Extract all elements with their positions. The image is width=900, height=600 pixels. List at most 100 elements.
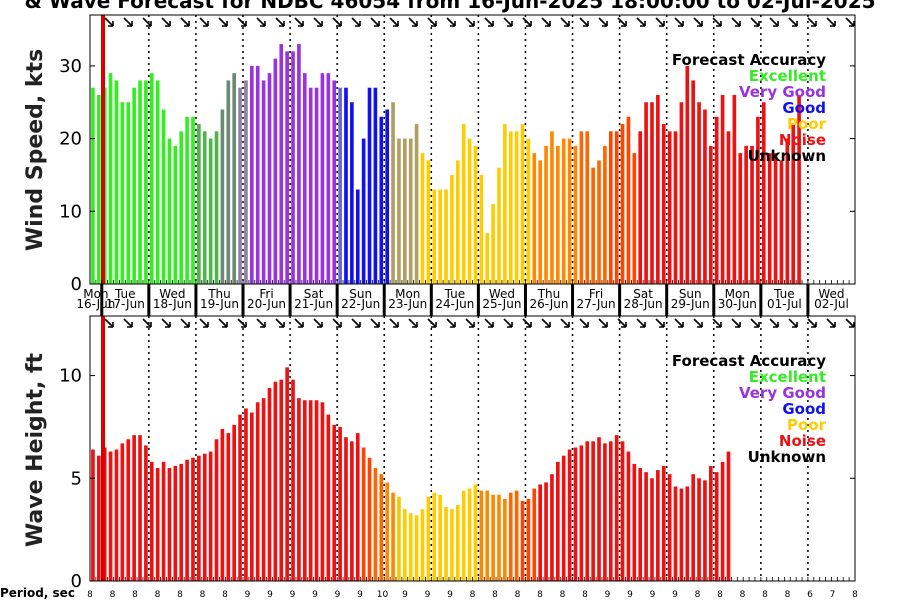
wave-direction-arrow-icon <box>522 318 532 328</box>
day-date-label: 19-Jun <box>200 297 239 311</box>
wave-bar <box>132 435 136 581</box>
wave-bar <box>585 441 590 581</box>
wind-bar <box>679 102 684 285</box>
wind-legend-item: Very Good <box>739 83 826 101</box>
day-dow-label: Mon <box>725 287 750 301</box>
period-value: 9 <box>357 590 363 600</box>
period-value: 8 <box>132 590 138 600</box>
period-value: 8 <box>560 590 566 600</box>
period-labels: 8 8 8 8 8 8 8 9 9 9 9 9 9 10 9 9 9 8 8 8 8 8 8 9 9 9 9 8 8 8 8 8 6 7 8 <box>87 590 858 600</box>
wave-legend-item: Excellent <box>749 368 826 386</box>
wind-direction-arrow-icon <box>332 17 342 27</box>
day-dow-label: Sun <box>679 287 702 301</box>
day-date-label: 21-Jun <box>294 297 333 311</box>
wind-bar <box>750 145 754 284</box>
wind-bar <box>603 145 607 284</box>
wind-bar <box>673 131 678 284</box>
wave-bar <box>591 441 595 581</box>
wind-direction-arrow-icon <box>161 17 171 27</box>
wind-direction-arrow-icon <box>617 17 627 27</box>
wind-bar <box>379 116 384 284</box>
wind-bar <box>179 131 184 284</box>
period-value: 9 <box>245 590 251 600</box>
wind-bar <box>450 174 454 284</box>
wave-bar <box>473 484 478 581</box>
wave-direction-arrow-icon <box>408 318 418 328</box>
wind-direction-arrow-icon <box>351 17 361 27</box>
period-value: 8 <box>515 590 521 600</box>
wave-bar <box>650 478 654 581</box>
wave-bar <box>438 494 442 581</box>
wave-bar <box>155 468 160 581</box>
wind-bar <box>561 138 566 284</box>
period-value: 8 <box>695 590 701 600</box>
wave-bar <box>220 428 225 581</box>
wave-bar <box>556 461 560 581</box>
wave-direction-arrow-icon <box>807 318 817 328</box>
wave-bar <box>597 437 601 581</box>
wave-legend-item: Poor <box>787 416 827 434</box>
wave-direction-arrow-icon <box>560 318 570 328</box>
wave-direction-arrow-icon <box>256 318 266 328</box>
wave-direction-arrow-icon <box>826 318 836 328</box>
day-dow-label: Wed <box>159 287 185 301</box>
wave-bar <box>455 504 460 581</box>
period-value: 8 <box>785 590 791 600</box>
wave-ytick-label: 10 <box>59 366 82 387</box>
wind-legend-item: Good <box>782 99 826 117</box>
wind-bar <box>397 138 401 284</box>
wave-bar <box>479 490 484 581</box>
wind-bar <box>761 102 766 285</box>
day-date-label: 27-Jun <box>577 297 616 311</box>
day-date-label: 18-Jun <box>153 297 192 311</box>
wind-direction-arrow-icon <box>484 17 494 27</box>
wind-bar <box>685 65 690 284</box>
period-value: 8 <box>852 590 858 600</box>
wave-bar <box>714 472 719 581</box>
wind-direction-arrow-icon <box>655 17 665 27</box>
wave-bar <box>338 426 342 581</box>
wind-bar <box>544 145 548 284</box>
wave-bar <box>414 515 419 581</box>
wind-direction-arrow-icon <box>826 17 836 27</box>
wind-direction-arrow-icon <box>294 17 304 27</box>
period-value: 9 <box>335 590 341 600</box>
wave-bar <box>603 443 607 581</box>
wind-bar <box>385 109 389 284</box>
wind-direction-arrow-icon <box>579 17 589 27</box>
day-date-label: 25-Jun <box>482 297 521 311</box>
wave-bar <box>267 387 272 581</box>
day-dow-label: Tue <box>114 287 136 301</box>
wave-direction-arrow-icon <box>294 318 304 328</box>
day-date-label: 02-Jul <box>814 297 849 311</box>
day-dow-label: Sun <box>349 287 372 301</box>
wave-bar <box>567 449 572 581</box>
period-value: 8 <box>740 590 746 600</box>
wind-bar <box>785 138 790 284</box>
wave-bar <box>538 484 542 581</box>
wave-direction-arrow-icon <box>693 318 703 328</box>
wave-bar <box>379 474 384 581</box>
wave-bar <box>108 451 113 581</box>
wind-ytick-label: 30 <box>59 56 82 77</box>
wind-bar <box>308 87 313 284</box>
wave-direction-arrow-icon <box>123 318 133 328</box>
wind-direction-arrow-icon <box>218 17 228 27</box>
wind-bar <box>620 124 625 284</box>
wave-bar <box>291 379 295 581</box>
wind-bar <box>508 131 513 284</box>
wind-bar <box>320 73 325 284</box>
wave-direction-arrow-icon <box>199 318 209 328</box>
wave-direction-arrow-icon <box>465 318 475 328</box>
wind-bar <box>461 124 466 284</box>
period-value: 8 <box>87 590 93 600</box>
wave-direction-arrow-icon <box>237 318 247 328</box>
wind-bar <box>338 87 342 284</box>
wind-bar <box>185 116 189 284</box>
day-labels: Mon16-JunTue17-JunWed18-JunThu19-JunFri2… <box>76 284 849 316</box>
wave-bar <box>344 437 348 581</box>
wind-direction-arrow-icon <box>788 17 798 27</box>
wind-direction-arrow-icon <box>237 17 247 27</box>
